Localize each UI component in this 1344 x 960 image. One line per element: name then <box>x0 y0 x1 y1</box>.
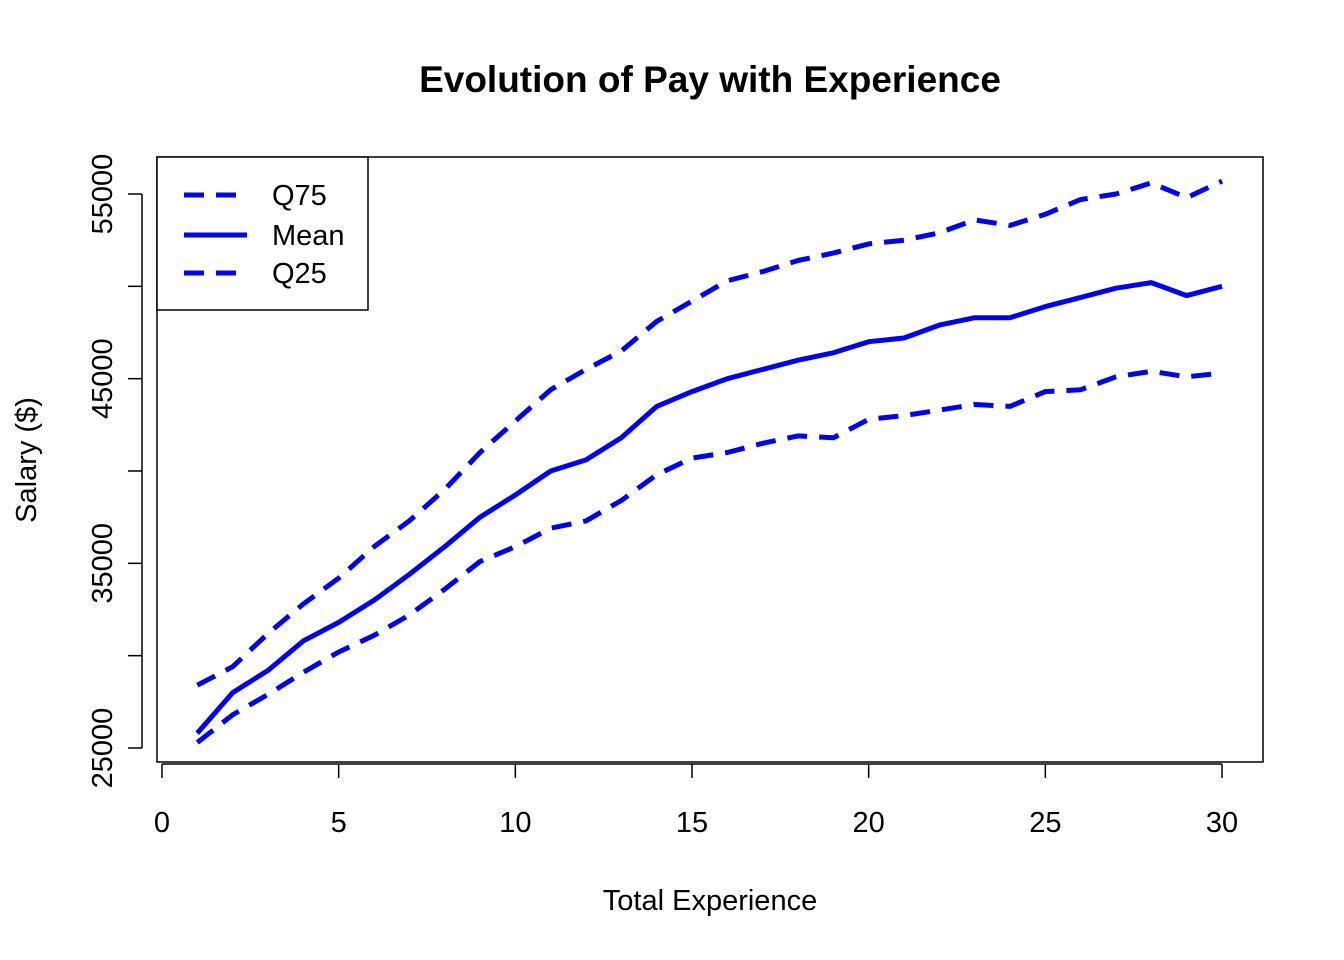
series-line-q25 <box>195 368 1223 745</box>
x-tick-label: 0 <box>154 807 170 839</box>
y-axis-label: Salary ($) <box>11 397 43 523</box>
x-axis-label: Total Experience <box>603 885 817 917</box>
x-tick-label: 10 <box>499 807 531 839</box>
x-axis: 0 5 10 15 20 25 30 <box>154 763 1238 839</box>
legend-label-q75: Q75 <box>272 180 327 212</box>
series-line-mean <box>195 280 1223 735</box>
y-axis: 25000 35000 45000 55000 <box>87 154 143 789</box>
y-tick-label: 55000 <box>87 154 119 235</box>
x-tick-label: 15 <box>676 807 708 839</box>
x-tick-label: 30 <box>1206 807 1238 839</box>
legend-label-mean: Mean <box>272 220 345 252</box>
x-tick-label: 20 <box>853 807 885 839</box>
x-tick-label: 5 <box>331 807 347 839</box>
series-lines <box>195 178 1224 745</box>
chart-title: Evolution of Pay with Experience <box>419 59 1001 100</box>
legend: Q75 Mean Q25 <box>156 156 369 311</box>
y-tick-label: 25000 <box>87 708 119 789</box>
x-tick-label: 25 <box>1029 807 1061 839</box>
legend-label-q25: Q25 <box>272 258 327 290</box>
y-tick-label: 45000 <box>87 338 119 419</box>
series-line-q75 <box>196 178 1224 688</box>
plot-area-border <box>156 156 1264 763</box>
y-tick-label: 35000 <box>87 523 119 604</box>
